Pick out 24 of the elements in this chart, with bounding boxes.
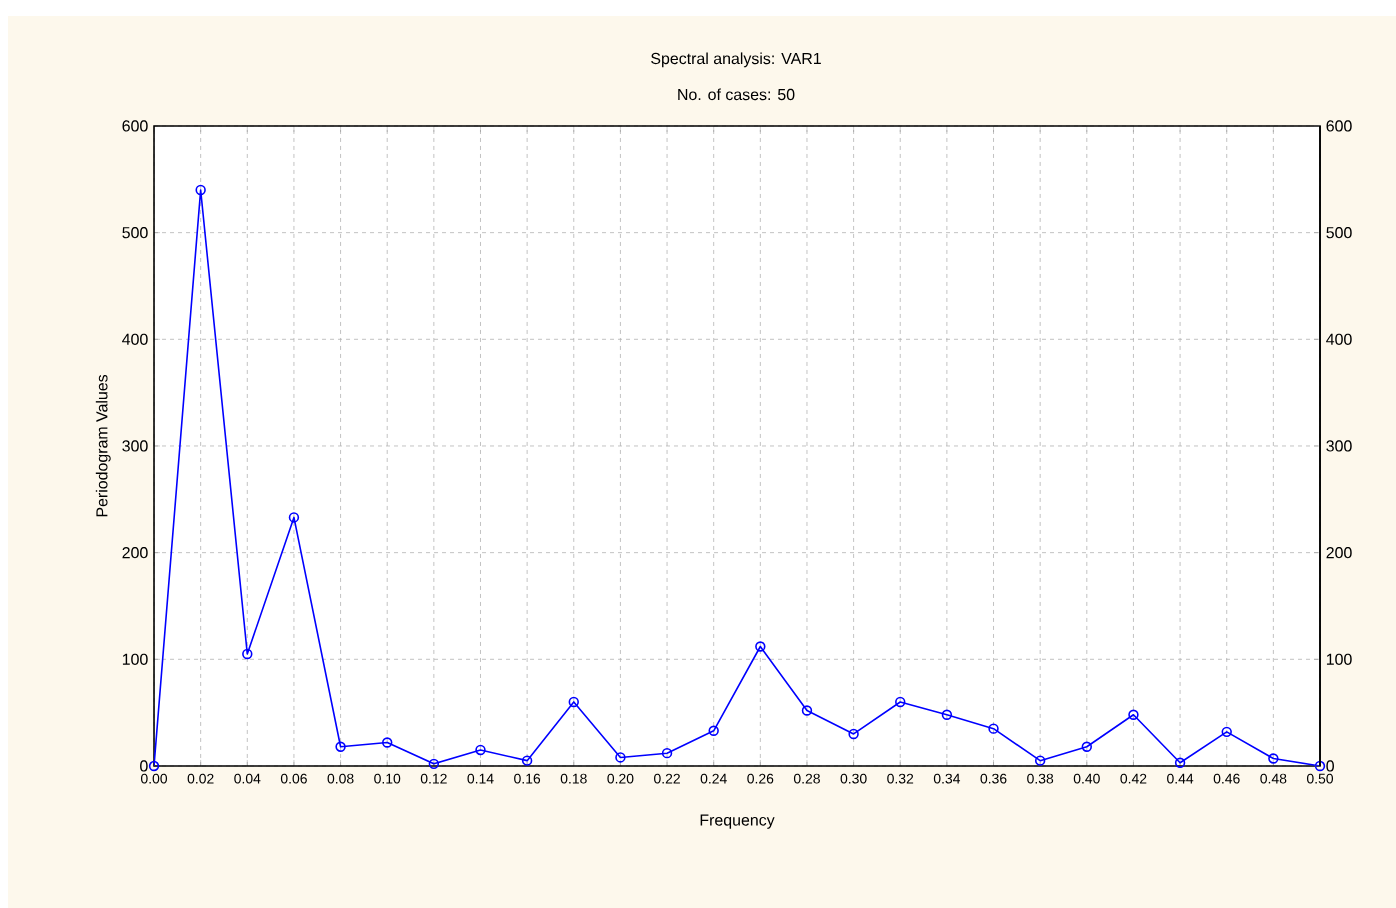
point (988, 723, 999, 734)
point (1268, 753, 1279, 764)
point (1128, 709, 1139, 720)
point (428, 758, 440, 770)
point (755, 641, 766, 652)
point (382, 737, 393, 748)
point (848, 728, 859, 740)
point (941, 709, 953, 720)
point (1034, 755, 1046, 766)
point (335, 741, 346, 752)
point (288, 512, 300, 523)
point (1221, 726, 1232, 738)
point (708, 725, 719, 736)
point (1174, 757, 1186, 768)
point (242, 648, 253, 660)
point (195, 184, 206, 196)
point (475, 744, 486, 756)
point (1081, 741, 1093, 752)
point (661, 747, 673, 759)
point (895, 696, 906, 708)
point (568, 696, 579, 708)
point (521, 755, 533, 766)
point (615, 752, 626, 763)
point (801, 705, 813, 716)
